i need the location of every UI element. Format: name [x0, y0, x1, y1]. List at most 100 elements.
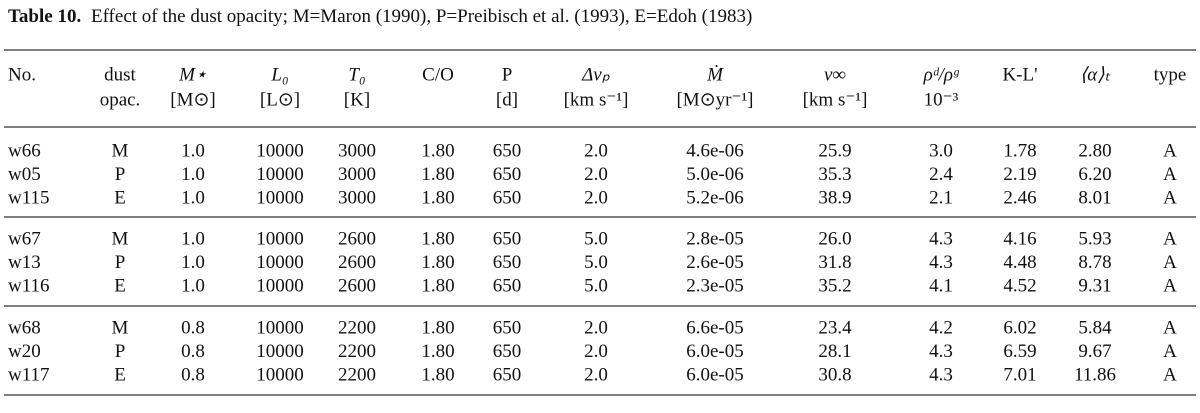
cell: w116: [8, 275, 50, 296]
cell: A: [1163, 164, 1177, 185]
cell: 2.6e-05: [686, 252, 744, 273]
cell: 2.19: [1003, 164, 1036, 185]
cell: 10000: [256, 140, 304, 161]
cell: 2.0: [584, 364, 608, 385]
cell: 10000: [256, 364, 304, 385]
cell: 650: [493, 164, 522, 185]
header-cell: [M⊙]: [170, 89, 215, 110]
header-cell: type: [1154, 64, 1187, 85]
cell: 6.59: [1003, 341, 1036, 362]
cell: 4.48: [1003, 252, 1036, 273]
cell: 35.2: [818, 275, 851, 296]
cell: 2.0: [584, 164, 608, 185]
cell: P: [115, 341, 126, 362]
cell: w115: [8, 187, 50, 208]
cell: 38.9: [818, 187, 851, 208]
cell: 1.0: [181, 164, 205, 185]
cell: 4.3: [929, 341, 953, 362]
cell: 9.67: [1078, 341, 1111, 362]
cell: 10000: [256, 228, 304, 249]
cell: 650: [493, 187, 522, 208]
cell: 2.0: [584, 187, 608, 208]
cell: 3000: [338, 140, 376, 161]
header-cell: opac.: [100, 89, 141, 110]
cell: 650: [493, 364, 522, 385]
cell: 2.0: [584, 341, 608, 362]
cell: 0.8: [181, 364, 205, 385]
cell: 4.3: [929, 364, 953, 385]
cell: 2200: [338, 341, 376, 362]
header-cell: [km s⁻¹]: [564, 89, 629, 110]
cell: w20: [8, 341, 41, 362]
cell: E: [114, 187, 126, 208]
cell: 35.3: [818, 164, 851, 185]
header-cell: M⋆: [178, 64, 207, 85]
cell: w13: [8, 252, 41, 273]
cell: P: [115, 252, 126, 273]
cell: P: [115, 164, 126, 185]
cell: A: [1163, 317, 1177, 338]
cell: 5.0: [584, 228, 608, 249]
cell: E: [114, 275, 126, 296]
cell: 2.80: [1078, 140, 1111, 161]
header-cell: [d]: [496, 89, 518, 110]
cell: 11.86: [1074, 364, 1116, 385]
cell: 5.0: [584, 275, 608, 296]
cell: 3.0: [929, 140, 953, 161]
cell: 4.2: [929, 317, 953, 338]
cell: A: [1163, 187, 1177, 208]
caption-text: Effect of the dust opacity; M=Maron (199…: [91, 6, 752, 27]
header-cell: ⟨α⟩ₜ: [1080, 64, 1111, 85]
cell: 1.80: [421, 252, 454, 273]
header-cell: 10⁻³: [924, 89, 959, 110]
cell: 7.01: [1003, 364, 1036, 385]
cell: 1.80: [421, 364, 454, 385]
cell: 10000: [256, 341, 304, 362]
cell: w117: [8, 364, 50, 385]
cell: 2.0: [584, 317, 608, 338]
cell: 5.93: [1078, 228, 1111, 249]
cell: 31.8: [818, 252, 851, 273]
cell: 30.8: [818, 364, 851, 385]
header-cell: K-L': [1002, 64, 1037, 85]
cell: 650: [493, 275, 522, 296]
cell: 0.8: [181, 317, 205, 338]
cell: 10000: [256, 187, 304, 208]
cell: 4.16: [1003, 228, 1036, 249]
cell: 0.8: [181, 341, 205, 362]
cell: 8.01: [1078, 187, 1111, 208]
header-cell: ρᵈ/ρᵍ: [923, 64, 960, 85]
cell: 1.78: [1003, 140, 1036, 161]
cell: M: [112, 140, 129, 161]
cell: 1.0: [181, 252, 205, 273]
header-cell: [K]: [344, 89, 370, 110]
cell: A: [1163, 364, 1177, 385]
cell: 650: [493, 341, 522, 362]
cell: w67: [8, 228, 41, 249]
cell: 26.0: [818, 228, 851, 249]
cell: 2.3e-05: [686, 275, 744, 296]
cell: 5.84: [1078, 317, 1112, 338]
cell: 4.3: [929, 252, 953, 273]
cell: 3000: [338, 187, 376, 208]
cell: 4.3: [929, 228, 953, 249]
cell: 8.78: [1078, 252, 1111, 273]
cell: 3000: [338, 164, 376, 185]
cell: 10000: [256, 317, 304, 338]
cell: 2.1: [929, 187, 953, 208]
cell: 1.80: [421, 228, 454, 249]
cell: 5.2e-06: [686, 187, 744, 208]
cell: 2200: [338, 364, 376, 385]
cell: 650: [493, 228, 522, 249]
cell: 2.46: [1003, 187, 1036, 208]
header-cell: [M⊙yr⁻¹]: [676, 89, 753, 110]
header-cell: v∞: [824, 64, 846, 85]
cell: M: [112, 228, 129, 249]
header-cell: Δvₚ: [581, 64, 611, 85]
header-cell: T₀: [348, 64, 365, 85]
cell: 25.9: [818, 140, 851, 161]
cell: 2600: [338, 252, 376, 273]
caption-label: Table 10.: [8, 6, 81, 27]
header-cell: [km s⁻¹]: [803, 89, 868, 110]
